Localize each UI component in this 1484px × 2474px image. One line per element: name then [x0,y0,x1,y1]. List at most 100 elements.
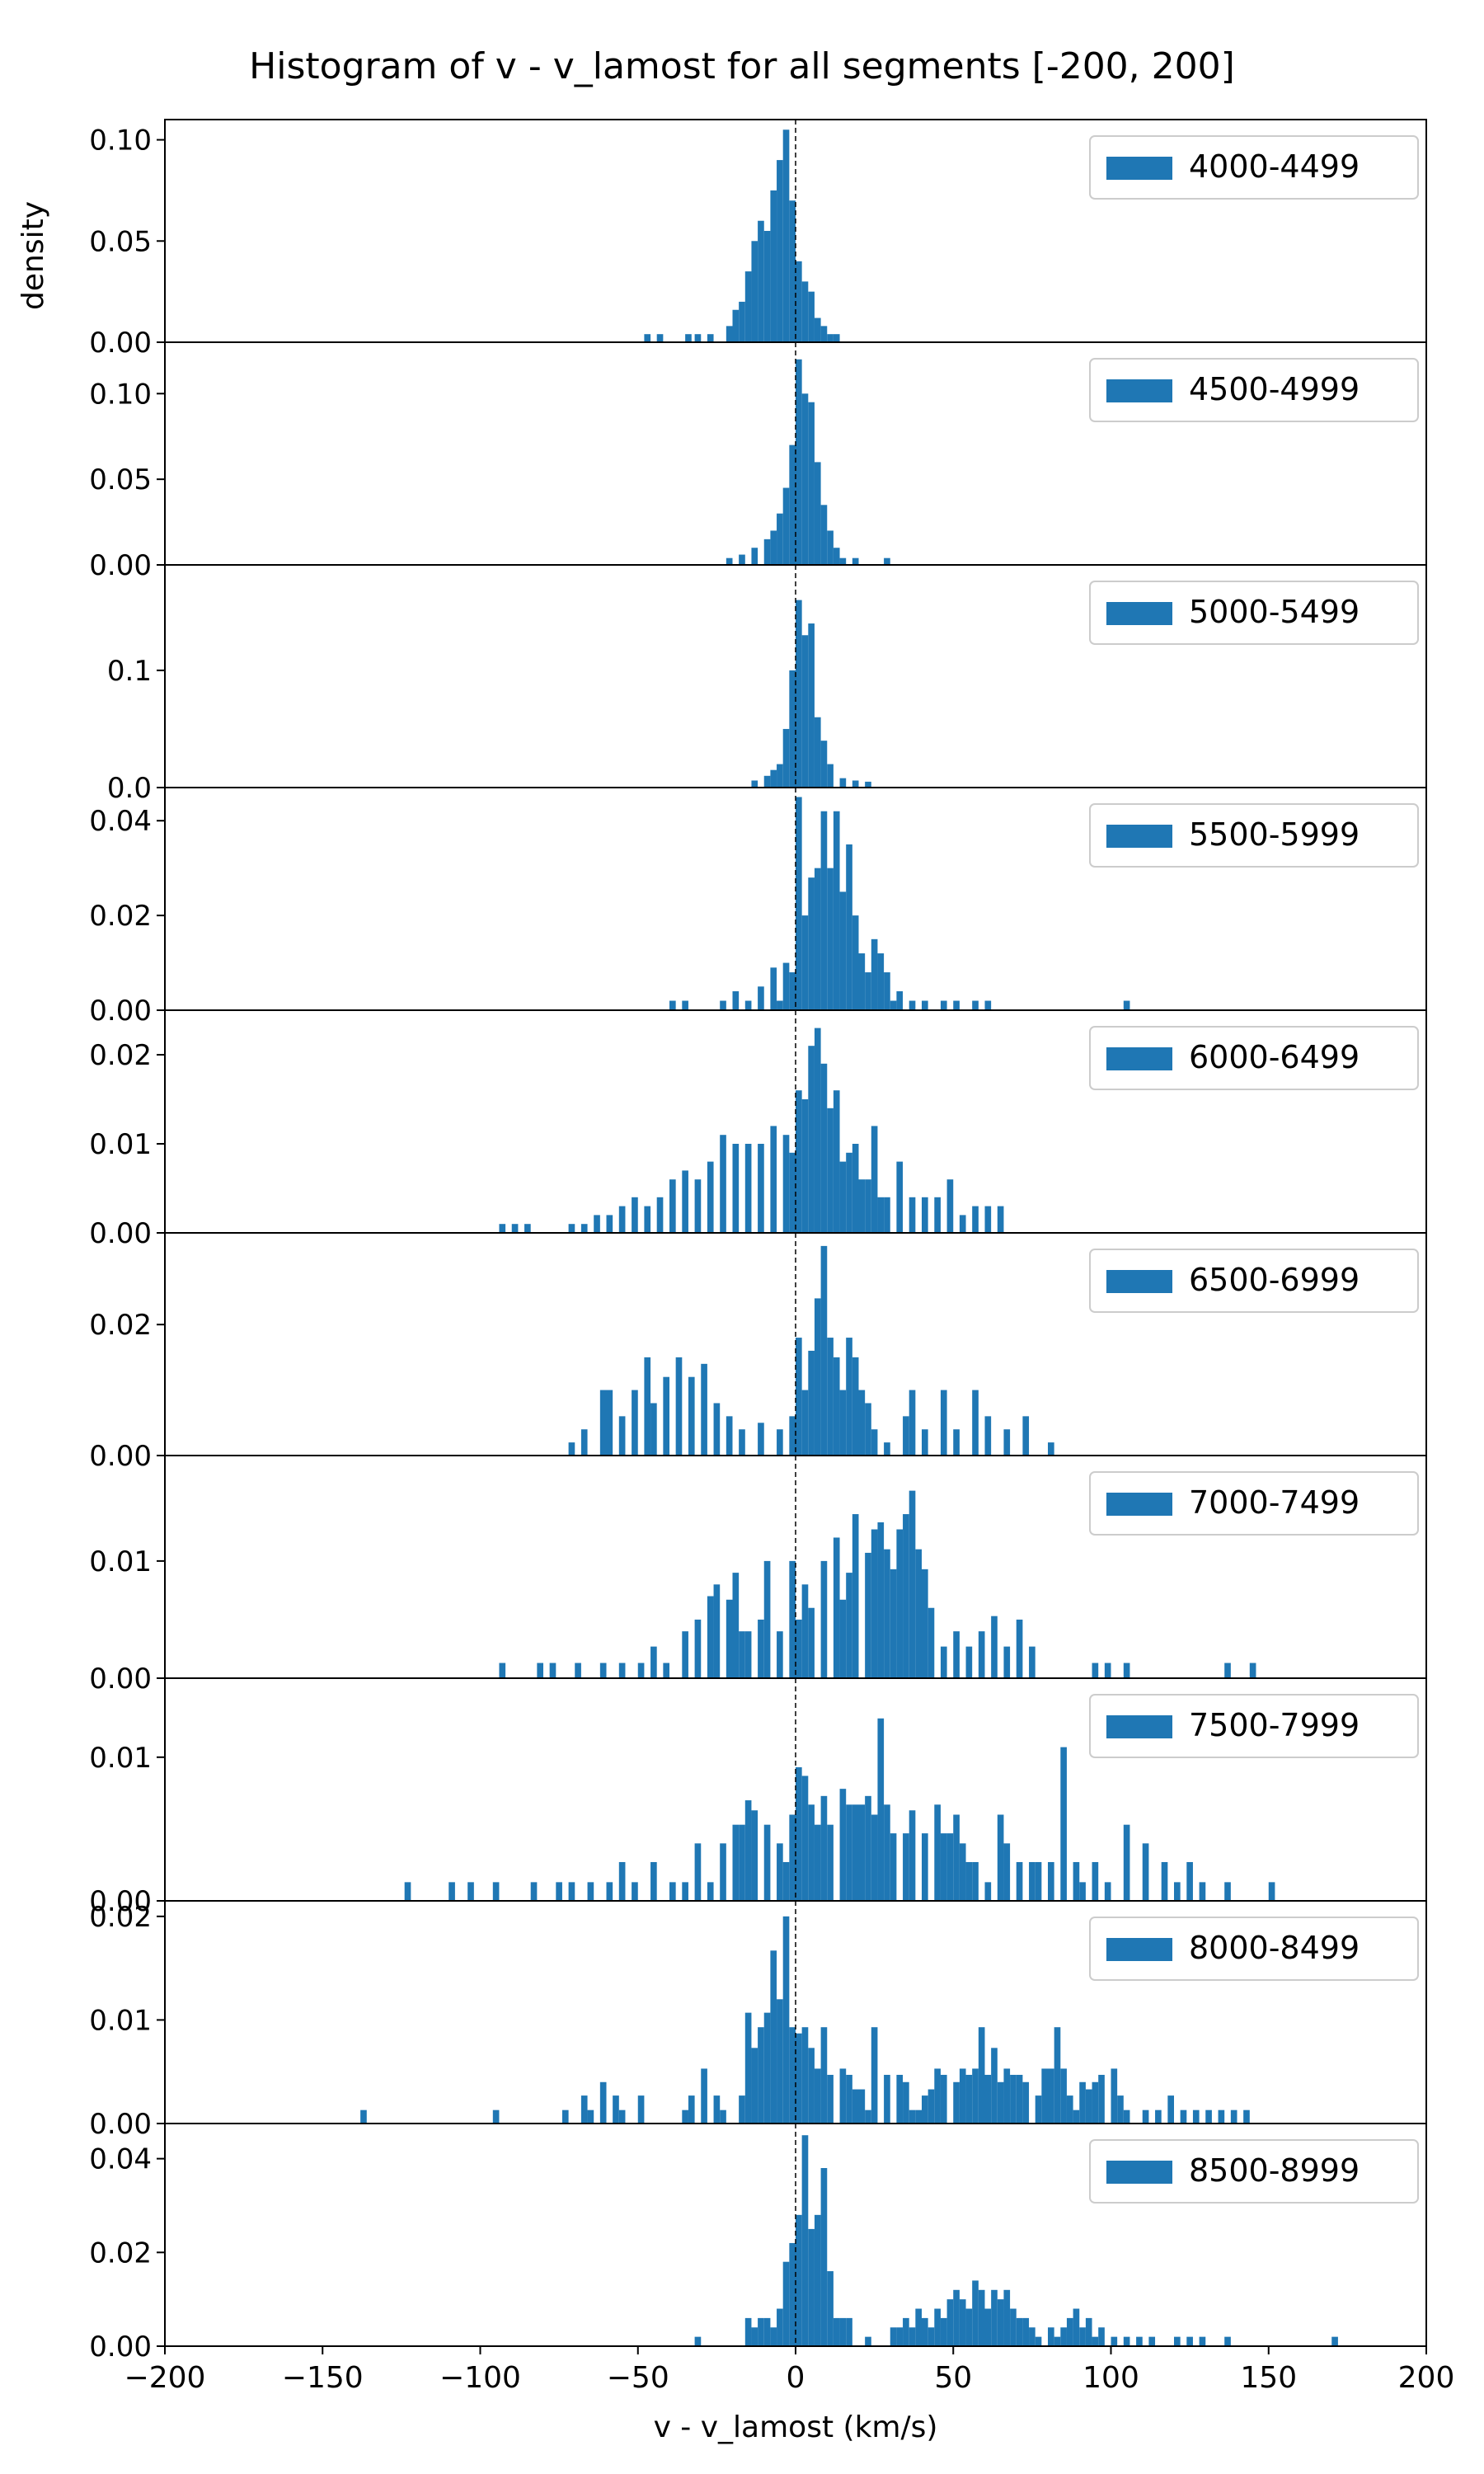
legend-swatch [1106,602,1172,625]
histogram-bar [701,1363,707,1456]
panel-7000-7499: 0.00 0.01 7000-7499 [89,1455,1427,1696]
y-tick-label: 0.01 [89,1128,152,1161]
histogram-bar [984,1416,992,1456]
histogram-bar [896,991,904,1010]
histogram-bar [789,1416,796,1456]
y-tick-label: 0.0 [107,772,152,805]
histogram-bar [1016,2317,1023,2346]
histogram-bar [865,2336,871,2346]
y-tick-label: 0.02 [89,1309,152,1342]
histogram-bar [1066,2095,1073,2124]
histogram-bar [618,1663,626,1678]
histogram-bar [726,1599,733,1678]
histogram-bar [965,1861,973,1901]
histogram-bar [1016,1861,1023,1901]
legend-label: 6500-6999 [1189,1262,1360,1298]
histogram-bar [549,1663,556,1678]
histogram-bar [801,1584,809,1678]
histogram-bar [972,1861,979,1901]
histogram-bar [858,953,866,1010]
histogram-bar [789,444,796,565]
histogram-bar [770,769,777,788]
histogram-bar [789,1152,796,1233]
histogram-bar [909,1810,916,1901]
histogram-bar [877,1197,885,1233]
histogram-bar [852,557,859,565]
panel-6000-6499: 0.00 0.01 0.02 6000-6499 [89,1009,1427,1250]
panel-5000-5499: 0.0 0.1 5000-5499 [107,564,1427,805]
histogram-bar [360,2109,367,2124]
histogram-bar [777,1999,783,2124]
y-tick-label: 0.01 [89,1742,152,1775]
histogram-bar [637,2095,645,2124]
legend-box [1089,1026,1419,1090]
histogram-bar [770,530,777,565]
histogram-bar [758,986,764,1010]
histogram-bar [827,764,834,788]
histogram-bar [530,1882,538,1901]
histogram-bar [1268,1882,1275,1901]
histogram-bar [720,1135,726,1233]
histogram-bar [801,281,809,342]
histogram-bar [1022,2317,1030,2346]
histogram-bar [934,2068,941,2124]
histogram-bar [922,1833,928,1901]
histogram-bar [632,1390,638,1456]
histogram-bar [820,741,828,788]
x-tick-label: 150 [1240,2361,1297,2395]
histogram-bar [820,1245,828,1456]
histogram-bar [934,1197,941,1233]
histogram-bar [763,2012,771,2124]
histogram-bar [656,334,664,342]
y-tick-label: 0.00 [89,995,152,1028]
histogram-bar [846,1338,852,1456]
histogram-bar [833,2317,840,2346]
histogram-bar [1035,2095,1042,2124]
histogram-bar [827,334,834,342]
histogram-bar [644,1206,651,1233]
histogram-bar [669,1179,676,1233]
histogram-bar [1199,1882,1206,1901]
histogram-bar [871,1429,878,1456]
histogram-bar [751,2327,758,2346]
histogram-bar [1167,2095,1174,2124]
histogram-bar [953,1631,960,1678]
histogram-bar [903,2081,909,2124]
histogram-bar [782,1861,790,1901]
legend-label: 8500-8999 [1189,2152,1360,2189]
histogram-bar [865,972,871,1010]
histogram-bar [694,1619,702,1678]
histogram-bar [896,1161,904,1233]
y-tick-label: 0.05 [89,463,152,496]
x-axis: −200 −150 −100 −50 0 50 100 150 200 [124,2361,1455,2395]
y-tick-label: 0.10 [89,378,152,411]
histogram-bar [763,539,771,565]
histogram-bar [1022,1416,1030,1456]
histogram-bar [524,1224,531,1233]
histogram-bar [871,1814,878,1901]
histogram-bar [1003,2068,1011,2124]
histogram-bar [1098,2327,1105,2346]
histogram-bar [796,1767,802,1901]
panel-8500-8999: 0.00 0.02 0.04 8500-8999 [89,2123,1427,2363]
histogram-bar [726,326,733,342]
histogram-bar [1148,2336,1156,2346]
legend-swatch [1106,1938,1172,1961]
y-tick-label: 0.02 [89,2236,152,2269]
histogram-bar [984,1000,992,1010]
x-tick-label: −200 [124,2361,206,2395]
legend-label: 7500-7999 [1189,1707,1360,1743]
histogram-bar [739,1631,745,1678]
histogram-bar [1092,2081,1099,2124]
histogram-bar [580,2095,588,2124]
histogram-bar [827,2074,834,2124]
histogram-bar [953,1814,960,1901]
histogram-bar [1142,2109,1149,2124]
histogram-bar [801,2135,809,2346]
legend-swatch [1106,825,1172,848]
histogram-bar [763,231,771,342]
histogram-bar [814,717,821,788]
histogram-bar [827,1338,834,1456]
histogram-bar [991,1616,998,1678]
histogram-bar [744,2317,752,2346]
